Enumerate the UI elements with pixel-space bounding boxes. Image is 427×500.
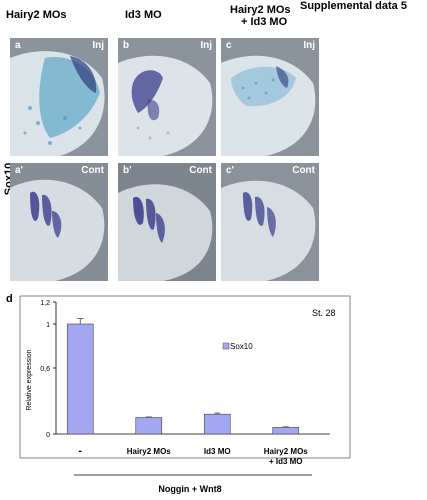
column-header-hairy2: Hairy2 MOs (6, 9, 67, 21)
panel-letter: c (226, 40, 232, 51)
column-header-combo-line2: + Id3 MO (241, 16, 288, 28)
column-header-combo-line1: Hairy2 MOs (230, 4, 291, 16)
y-axis-label: Relative expression (26, 349, 33, 410)
legend-swatch (222, 342, 230, 350)
legend-label: Sox10 (230, 342, 253, 351)
image-panel-a: a Inj (10, 38, 108, 156)
y-tick-label: 1 (46, 322, 50, 329)
category-label: Hairy2 MOs (264, 447, 309, 456)
image-panel-b: b Inj (118, 38, 216, 156)
y-tick-label: 1,2 (40, 300, 50, 307)
column-header-id3: Id3 MO (125, 9, 162, 21)
panel-tag: Inj (92, 40, 104, 51)
panel-letter: a' (15, 165, 23, 176)
category-label: Id3 MO (204, 447, 231, 456)
bar (135, 417, 163, 435)
image-panel-b-prime: b' Cont (118, 163, 216, 281)
bar (203, 413, 231, 435)
bar (66, 323, 94, 435)
panel-letter: c' (226, 165, 234, 176)
panel-tag: Inj (303, 40, 315, 51)
group-label: Noggin + Wnt8 (158, 484, 221, 494)
image-panel-a-prime: a' Cont (10, 163, 108, 281)
category-label: + Id3 MO (269, 457, 303, 466)
bar-chart: d St. 28 Relative expression 0 0,6 1 1,2 So… (6, 293, 351, 494)
panel-letter: a (15, 40, 21, 51)
category-label: - (78, 445, 82, 457)
panel-tag: Cont (189, 165, 212, 176)
panel-tag: Inj (200, 40, 212, 51)
y-tick-label: 0,6 (40, 366, 50, 373)
panel-letter: b' (123, 165, 132, 176)
image-panel-c: c Inj (221, 38, 319, 156)
supplemental-label: Supplemental data 5 (300, 0, 407, 12)
image-panel-c-prime: c' Cont (221, 163, 319, 281)
category-label: Hairy2 MOs (127, 447, 172, 456)
bar (272, 427, 300, 435)
y-tick-label: 0 (46, 432, 50, 439)
chart-panel-letter: d (6, 293, 13, 305)
panel-tag: Cont (292, 165, 315, 176)
stage-label: St. 28 (312, 308, 336, 318)
panel-letter: b (123, 40, 130, 51)
panel-tag: Cont (81, 165, 104, 176)
